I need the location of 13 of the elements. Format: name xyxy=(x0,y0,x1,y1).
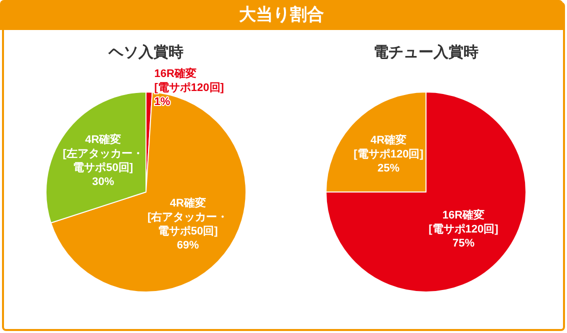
chart-title: ヘソ入賞時 xyxy=(108,44,184,61)
slice-label: 16R確変 [電サポ120回] xyxy=(428,208,499,236)
slice-label: 16R確変 [電サポ120回] xyxy=(154,67,224,94)
data-label: 25% xyxy=(378,162,400,175)
slice-label: 4R確変 [電サポ120回] xyxy=(354,134,424,161)
slice-label: 4R確変 [右アタッカー・電サポ50回] xyxy=(148,196,228,238)
text: 大当り割合 xyxy=(0,0,563,30)
data-label: 30% xyxy=(92,176,114,188)
data-label: 75% xyxy=(452,237,475,250)
data-label: 1% xyxy=(154,96,170,108)
chart-title: 電チュー入賞時 xyxy=(374,44,478,61)
data-label: 69% xyxy=(176,239,200,252)
slice-label: 4R確変 [左アタッカー・電サポ50回] xyxy=(62,132,144,174)
